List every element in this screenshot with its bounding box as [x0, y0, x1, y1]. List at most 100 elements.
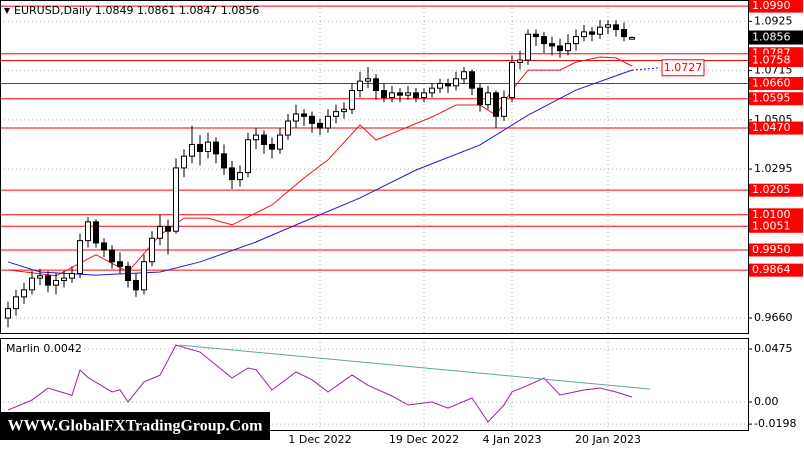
- level-label-box: [749, 54, 803, 68]
- candle-body: [453, 78, 459, 87]
- candle-body: [221, 153, 227, 169]
- x-tick-label: 19 Dec 2022: [389, 433, 459, 446]
- level-label: 1.0660: [752, 76, 791, 89]
- axis-layer: 1 Dec 2022 19 Dec 2022 4 Jan 2023 20 Jan 20…: [288, 0, 803, 446]
- candle-body: [197, 143, 203, 152]
- candle-body: [429, 87, 435, 94]
- candle-body: [189, 143, 195, 157]
- candle-body: [245, 139, 251, 174]
- level-label-box: [749, 0, 803, 13]
- candle-body: [85, 221, 91, 242]
- candle-body: [277, 134, 283, 150]
- indicator-label: Marlin 0.0042: [6, 342, 82, 355]
- candle-body: [557, 45, 563, 52]
- candle-body: [477, 87, 483, 106]
- candle-body: [53, 279, 59, 286]
- candle-body: [461, 71, 467, 80]
- candle-body: [205, 141, 211, 152]
- chart-title: EURUSD,Daily 1.0849 1.0861 1.0847 1.0856: [14, 4, 259, 17]
- candle-body: [389, 92, 395, 99]
- moving-average: [7, 69, 633, 276]
- level-label-box: [749, 263, 803, 277]
- candle-body: [413, 92, 419, 99]
- level-label-box: [749, 92, 803, 106]
- candle-body: [589, 31, 595, 35]
- indicator-frame: [0, 338, 749, 431]
- candle-body: [365, 78, 371, 82]
- level-label-box: [749, 208, 803, 222]
- candle-body: [77, 240, 83, 274]
- candle-body: [301, 113, 307, 117]
- candle-body: [309, 115, 315, 124]
- candle-body: [597, 26, 603, 35]
- candle-body: [213, 141, 219, 155]
- level-label: 1.0100: [752, 208, 791, 221]
- y-tick-label: 1.0925: [754, 14, 793, 27]
- candle-body: [613, 24, 619, 31]
- indicator-layer: [7, 344, 651, 423]
- main-frame: [0, 0, 749, 334]
- candle-body: [317, 122, 323, 129]
- candle-body: [133, 279, 139, 291]
- candle-body: [13, 296, 19, 310]
- candle-body: [253, 134, 259, 141]
- candle-body: [357, 80, 363, 92]
- y-tick-label: -0.0198: [754, 417, 796, 430]
- candle-body: [37, 275, 43, 279]
- candle-body: [117, 261, 123, 267]
- candle-body: [5, 308, 11, 319]
- last-price-box: [749, 30, 803, 45]
- last-price-label: 1.0856: [752, 31, 791, 44]
- indicator-line: [7, 344, 633, 423]
- candle-body: [125, 265, 131, 281]
- x-tick-label: 20 Jan 2023: [575, 433, 641, 446]
- candle-body: [421, 92, 427, 99]
- candle-body: [61, 277, 67, 281]
- candle-body: [29, 277, 35, 291]
- level-label: 1.0758: [752, 54, 791, 67]
- candle-body: [581, 31, 587, 38]
- candle-body: [517, 59, 523, 63]
- candle-body: [405, 92, 411, 96]
- x-tick-label: 4 Jan 2023: [483, 433, 542, 446]
- candle-body: [269, 143, 275, 150]
- y-tick-label: 0.9660: [754, 311, 793, 324]
- level-label: 0.9950: [752, 243, 791, 256]
- candle-body: [149, 237, 155, 263]
- title-icon: [4, 8, 10, 14]
- trend-line: [179, 344, 651, 390]
- candle-body: [437, 82, 443, 89]
- candle-body: [509, 61, 515, 99]
- candle-body: [261, 134, 267, 145]
- candle-body: [173, 167, 179, 232]
- candle-body: [141, 261, 147, 291]
- candle-body: [165, 226, 171, 232]
- ma-extension: [631, 67, 661, 71]
- candle-body: [565, 43, 571, 52]
- candle-body: [341, 108, 347, 113]
- level-label-box: [749, 121, 803, 135]
- candle-body: [45, 275, 51, 286]
- candle-body: [333, 111, 339, 117]
- candle-body: [397, 92, 403, 96]
- candle-body: [525, 33, 531, 61]
- candle-body: [501, 97, 507, 117]
- watermark: WWW.GlobalFXTradingGroup.Com: [8, 418, 264, 435]
- candle-body: [293, 113, 299, 122]
- candle-body: [285, 120, 291, 136]
- candle-body: [237, 172, 243, 181]
- candle-body: [109, 249, 115, 263]
- candle-body: [629, 37, 635, 40]
- candle-body: [373, 78, 379, 92]
- y-tick-label: 0.00: [754, 395, 779, 408]
- level-label: 1.0595: [752, 92, 791, 105]
- candle-body: [157, 226, 163, 239]
- candle-body: [493, 92, 499, 117]
- x-tick-label: 1 Dec 2022: [288, 433, 351, 446]
- candle-body: [69, 272, 75, 279]
- candle-body: [181, 155, 187, 169]
- candle-body: [533, 33, 539, 38]
- y-tick-label: 0.0475: [754, 342, 793, 355]
- watermark-box: [0, 412, 270, 440]
